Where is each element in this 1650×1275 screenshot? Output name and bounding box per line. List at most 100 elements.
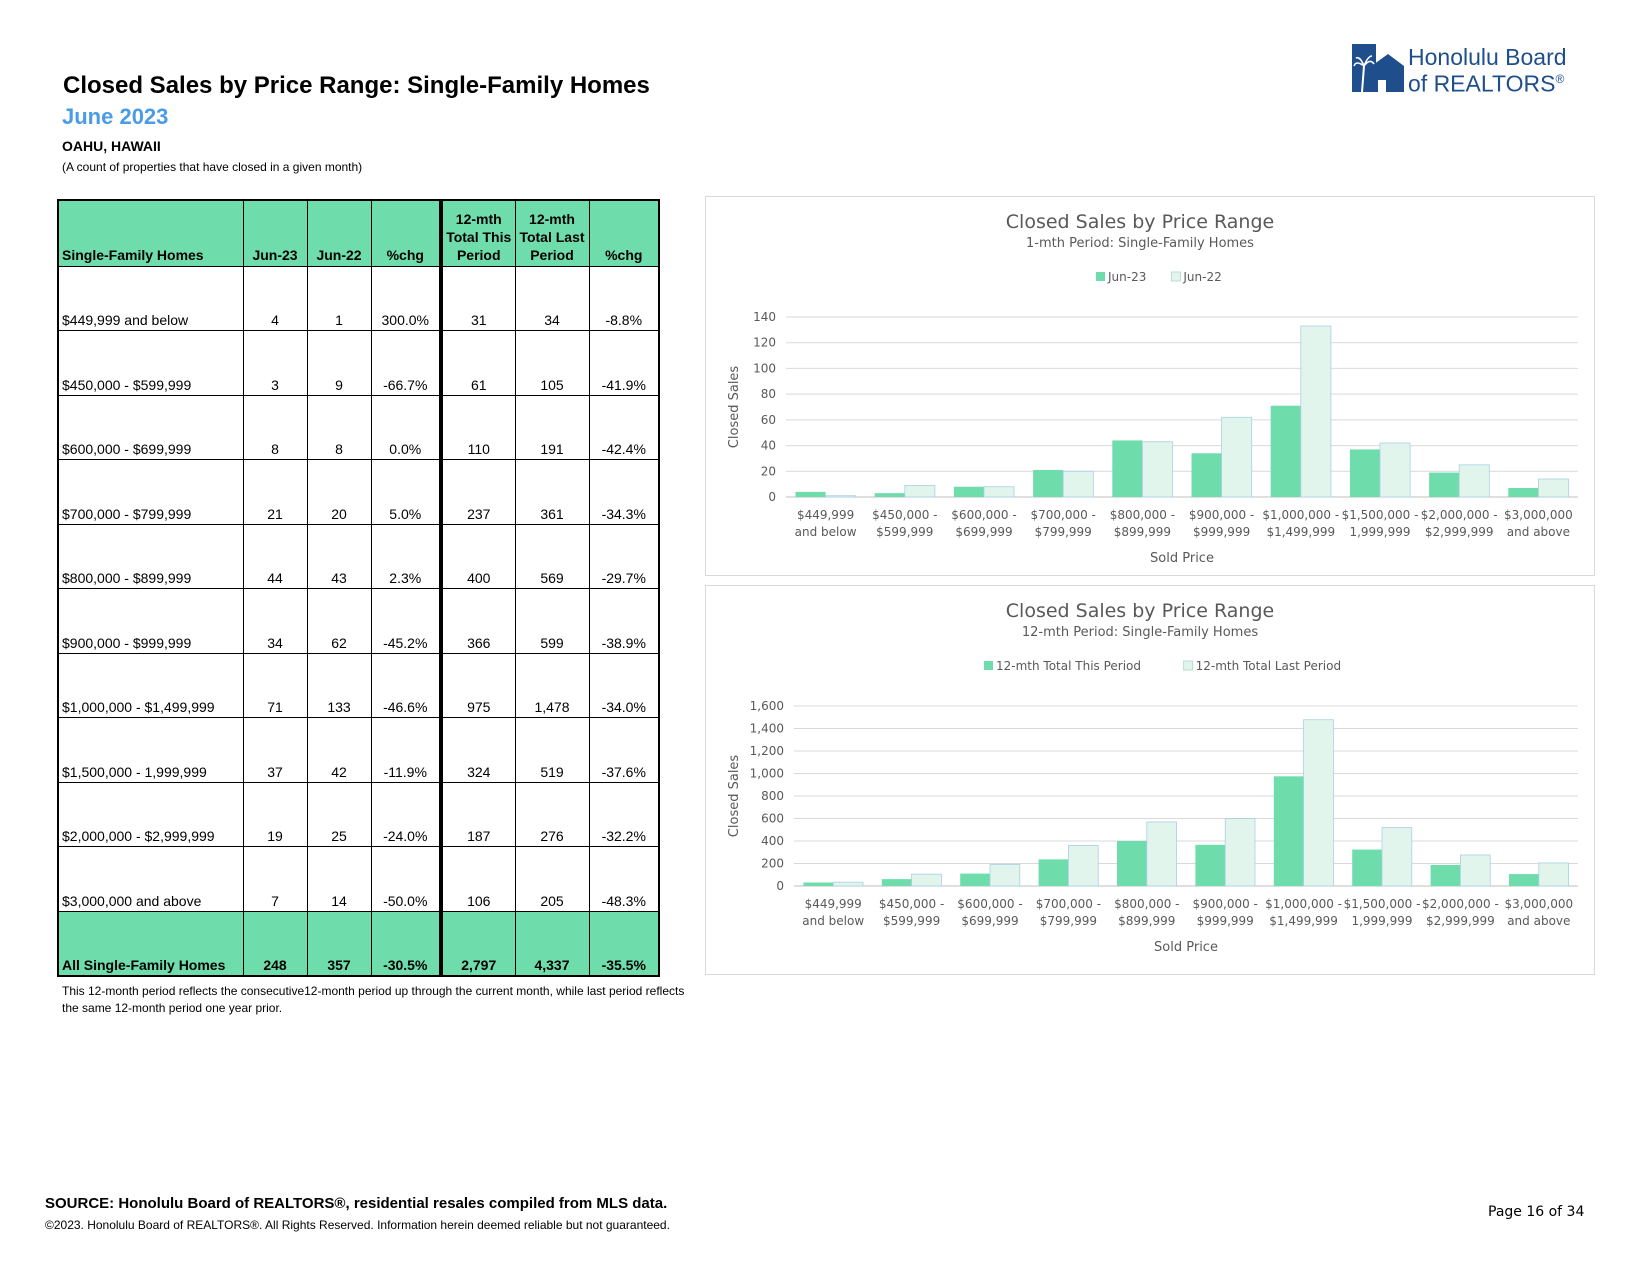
value-cell: 110 <box>439 394 516 460</box>
value-cell: 237 <box>439 459 516 525</box>
y-axis-label: Closed Sales <box>727 366 742 449</box>
value-cell: -30.5% <box>370 910 442 976</box>
bar <box>1429 472 1460 497</box>
legend-swatch <box>1183 660 1194 671</box>
x-tick-label: $450,000 - <box>872 508 937 522</box>
value-cell: -24.0% <box>370 781 442 847</box>
value-cell: 71 <box>242 652 308 718</box>
table-row: $1,500,000 - 1,999,999 37 42 -11.9% 324 519 -3… <box>57 717 660 783</box>
value-cell: 105 <box>514 330 590 396</box>
y-tick-label: 1,600 <box>750 699 784 713</box>
y-tick-label: 60 <box>761 413 776 427</box>
chart-12mth: Closed Sales by Price Range 12-mth Period… <box>727 600 1578 955</box>
value-cell: -32.2% <box>588 781 660 847</box>
x-tick-label: $799,999 <box>1040 914 1097 928</box>
bar <box>1300 325 1332 498</box>
x-tick-label: $600,000 - <box>951 508 1016 522</box>
value-cell: 8 <box>242 394 308 460</box>
x-tick-label: $1,500,000 - <box>1344 897 1421 911</box>
bar <box>1508 488 1539 497</box>
price-range-cell: $700,000 - $799,999 <box>57 459 244 525</box>
bar <box>1381 827 1413 887</box>
y-tick-label: 40 <box>761 439 776 453</box>
price-range-cell: $450,000 - $599,999 <box>57 330 244 396</box>
value-cell: 31 <box>439 265 516 331</box>
chart-1mth-panel: Closed Sales by Price Range 1-mth Period:… <box>705 196 1595 576</box>
value-cell: 599 <box>514 588 590 654</box>
table-header-row: Single-Family Homes Jun-23 Jun-22 %chg 12-mt… <box>57 199 660 267</box>
value-cell: 43 <box>306 523 372 589</box>
value-cell: 133 <box>306 652 372 718</box>
x-tick-label: $1,499,999 <box>1266 525 1335 539</box>
value-cell: 21 <box>242 459 308 525</box>
legend-swatch <box>984 661 993 670</box>
value-cell: -8.8% <box>588 265 660 331</box>
bar <box>983 486 1015 498</box>
bar <box>1112 440 1143 497</box>
bar <box>904 485 936 498</box>
bar <box>795 491 826 497</box>
x-tick-label: $899,999 <box>1118 914 1175 928</box>
value-cell: 106 <box>439 846 516 912</box>
bar <box>1224 818 1256 887</box>
x-tick-label: $2,999,999 <box>1426 914 1495 928</box>
price-range-cell: $800,000 - $899,999 <box>57 523 244 589</box>
honolulu-board-logo: Honolulu Board of REALTORS® <box>1352 44 1612 96</box>
price-range-cell: $600,000 - $699,999 <box>57 394 244 460</box>
y-tick-label: 200 <box>761 857 784 871</box>
bar <box>832 881 864 887</box>
x-tick-label: and below <box>795 525 857 539</box>
value-cell: 14 <box>306 846 372 912</box>
value-cell: -35.5% <box>588 910 660 976</box>
value-cell: -37.6% <box>588 717 660 783</box>
logo-line-1: Honolulu Board <box>1408 44 1567 70</box>
value-cell: 519 <box>514 717 590 783</box>
value-cell: 400 <box>439 523 516 589</box>
value-cell: -41.9% <box>588 330 660 396</box>
source-line: SOURCE: Honolulu Board of REALTORS®, res… <box>45 1195 668 1212</box>
value-cell: -46.6% <box>370 652 442 718</box>
y-tick-label: 400 <box>761 834 784 848</box>
x-tick-label: $3,000,000 <box>1504 897 1573 911</box>
table-footnote: This 12-month period reflects the consec… <box>62 984 685 1015</box>
table-row: $1,000,000 - $1,499,999 71 133 -46.6% 975 1,4… <box>57 652 660 718</box>
value-cell: 1 <box>306 265 372 331</box>
table-row: $900,000 - $999,999 34 62 -45.2% 366 599 -38.9… <box>57 588 660 654</box>
table-row: $3,000,000 and above 7 14 -50.0% 106 205 -48.3… <box>57 846 660 912</box>
table-header-cell: %chg <box>588 199 660 267</box>
value-cell: 975 <box>439 652 516 718</box>
y-tick-label: 100 <box>753 361 776 375</box>
chart-title: Closed Sales by Price Range <box>1006 211 1274 233</box>
logo-line-2: of REALTORS <box>1408 70 1556 97</box>
legend-swatch <box>1170 271 1181 282</box>
legend-label: 12-mth Total Last Period <box>1196 659 1341 673</box>
value-cell: 276 <box>514 781 590 847</box>
x-tick-label: $900,000 - <box>1192 897 1257 911</box>
chart-subtitle: 1-mth Period: Single-Family Homes <box>1026 236 1254 251</box>
value-cell: 34 <box>514 265 590 331</box>
x-tick-label: $700,000 - <box>1030 508 1095 522</box>
chart-12mth-panel: Closed Sales by Price Range 12-mth Period… <box>705 585 1595 975</box>
legend-label: Jun-23 <box>1107 270 1146 284</box>
value-cell: 205 <box>514 846 590 912</box>
value-cell: 19 <box>242 781 308 847</box>
bar <box>803 882 834 886</box>
table-header-cell: Single-Family Homes <box>57 199 244 267</box>
bar <box>881 879 912 886</box>
value-cell: 3 <box>242 330 308 396</box>
value-cell: 34 <box>242 588 308 654</box>
value-cell: -38.9% <box>588 588 660 654</box>
table-row: $700,000 - $799,999 21 20 5.0% 237 361 -34.3% <box>57 459 660 525</box>
bar <box>1538 862 1569 887</box>
x-tick-label: $2,999,999 <box>1425 525 1494 539</box>
value-cell: 569 <box>514 523 590 589</box>
value-cell: 324 <box>439 717 516 783</box>
table-row: $600,000 - $699,999 8 8 0.0% 110 191 -42.4% <box>57 394 660 460</box>
table-row: $450,000 - $599,999 3 9 -66.7% 61 105 -41.9% <box>57 330 660 396</box>
y-tick-label: 140 <box>753 310 776 324</box>
value-cell: 300.0% <box>370 265 442 331</box>
table-header-cell: Jun-23 <box>242 199 308 267</box>
value-cell: 8 <box>306 394 372 460</box>
y-tick-label: 1,400 <box>750 722 784 736</box>
bar <box>1509 874 1539 886</box>
